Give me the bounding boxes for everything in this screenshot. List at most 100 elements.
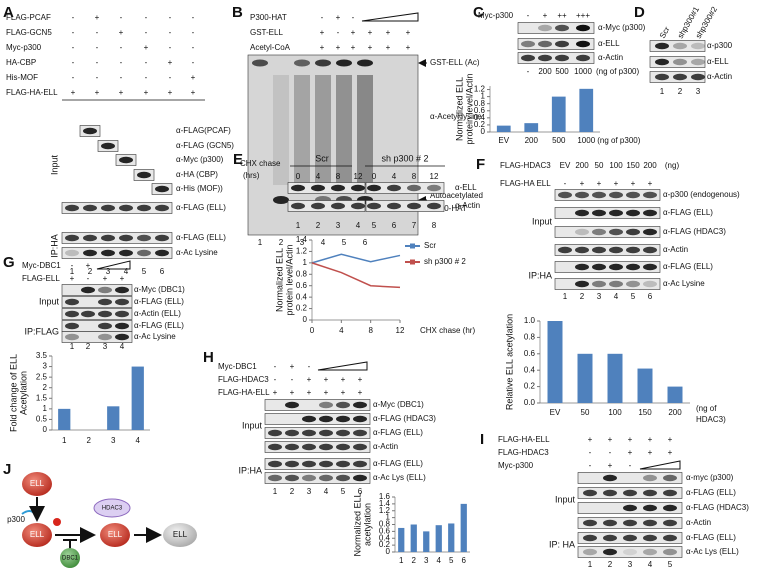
cell: - <box>291 375 294 384</box>
amount: - <box>527 67 530 76</box>
cell: + <box>86 261 91 270</box>
smear <box>357 75 373 185</box>
x-tick-label: 5 <box>449 556 454 565</box>
line-series <box>311 253 401 264</box>
y-axis-label: Normalized ELL <box>454 77 464 141</box>
amount: 1000 <box>574 67 592 76</box>
blot-label: α-Acetyl lysine <box>430 112 482 121</box>
blot-strip <box>554 244 661 256</box>
y-tick-label: 0.2 <box>474 120 486 129</box>
band <box>353 415 367 423</box>
band <box>285 443 299 451</box>
y-tick-label: 1.2 <box>296 247 308 256</box>
bar <box>107 406 120 430</box>
x-unit: HDAC3) <box>696 415 726 424</box>
bar <box>58 408 71 430</box>
band <box>285 474 299 482</box>
row-label: FLAG-HA-ELL <box>6 88 58 97</box>
cell: (ng) <box>665 161 680 170</box>
panel-letter: J <box>3 461 11 478</box>
panel-letter: F <box>476 156 485 173</box>
band <box>609 228 623 236</box>
lane-number: 3 <box>336 221 341 230</box>
blot-label: α-Myc (DBC1) <box>134 285 185 294</box>
lane-number: 3 <box>696 87 701 96</box>
band <box>155 204 169 212</box>
cell: + <box>320 28 325 37</box>
bar <box>423 531 430 552</box>
cell: - <box>169 13 172 22</box>
smear <box>294 75 310 185</box>
blot-label: α-FLAG (HDAC3) <box>373 414 436 423</box>
lane-number: 2 <box>316 221 321 230</box>
blot-label: α-ELL <box>455 183 477 192</box>
x-tick-label: 100 <box>608 408 622 417</box>
band <box>268 460 282 468</box>
band <box>155 249 169 257</box>
blot-strip <box>264 472 371 484</box>
bar <box>496 125 511 132</box>
blot-label: P300-HAT <box>430 204 467 213</box>
cell: - <box>72 58 75 67</box>
lane-number: 6 <box>358 487 363 496</box>
lane-number: 5 <box>341 487 346 496</box>
blot-strip <box>649 40 706 52</box>
band <box>115 298 129 306</box>
band <box>353 460 367 468</box>
gradient-triangle <box>639 460 681 470</box>
band <box>285 460 299 468</box>
band <box>137 171 151 179</box>
y-tick-label: 1 <box>43 404 48 413</box>
band <box>81 310 95 318</box>
band <box>407 202 421 210</box>
band <box>521 54 535 62</box>
band <box>302 415 316 423</box>
cell: + <box>406 28 411 37</box>
lane-number: 4 <box>120 342 125 351</box>
band <box>643 191 657 199</box>
y-tick-label: 1.0 <box>524 316 536 325</box>
cell: 200 <box>643 161 657 170</box>
band <box>663 548 677 556</box>
cell: +++ <box>576 11 590 20</box>
band <box>65 298 79 306</box>
cell: - <box>96 28 99 37</box>
cell: + <box>628 435 633 444</box>
y-axis-label: Relative ELL acetylation <box>504 314 514 410</box>
band <box>673 42 687 50</box>
cell: + <box>628 448 633 457</box>
bar <box>547 321 563 403</box>
blot-label: α-FLAG (ELL) <box>373 459 423 468</box>
time: 8 <box>412 172 417 181</box>
band <box>101 204 115 212</box>
band <box>302 443 316 451</box>
band <box>101 249 115 257</box>
band <box>643 263 657 271</box>
y-axis-label: Normalized ELL <box>274 248 284 312</box>
band <box>336 401 350 409</box>
band <box>252 59 268 67</box>
bar <box>448 523 455 552</box>
band <box>673 73 687 81</box>
y-tick-label: 0 <box>386 547 391 556</box>
lane-number: 1 <box>660 87 665 96</box>
cell: + <box>324 375 329 384</box>
cell: + <box>168 88 173 97</box>
band <box>98 333 112 341</box>
cell: + <box>358 388 363 397</box>
x-tick-label: 4 <box>437 556 442 565</box>
band <box>643 246 657 254</box>
y-tick-label: 1.4 <box>296 235 308 244</box>
gradient-triangle <box>361 12 419 22</box>
cell: + <box>191 88 196 97</box>
cell: + <box>386 28 391 37</box>
smear <box>273 75 289 185</box>
band <box>626 246 640 254</box>
lane-number: 1 <box>258 238 263 247</box>
node-label: DBC1 <box>62 556 79 562</box>
blot-label: α-Ac Lysine <box>176 248 218 257</box>
band <box>65 333 79 341</box>
p300-arrow <box>21 510 36 515</box>
y-tick-label: 0.8 <box>524 333 536 342</box>
cell: - <box>589 461 592 470</box>
